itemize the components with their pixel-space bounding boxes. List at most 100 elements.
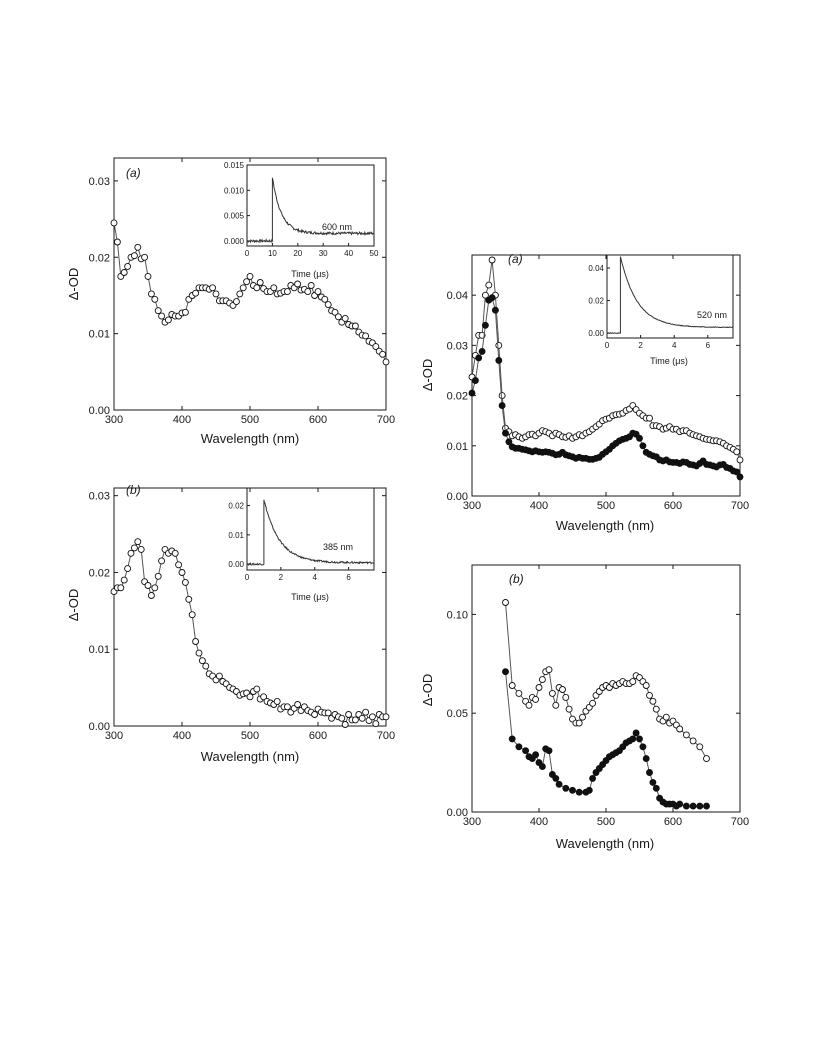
inset-x-tick-label: 40 — [344, 249, 353, 258]
x-tick-label: 400 — [530, 816, 548, 828]
x-axis-label: Wavelength (nm) — [556, 518, 655, 533]
inset-x-label: Time (μs) — [650, 356, 688, 366]
data-point-open — [141, 253, 149, 261]
data-point-open — [181, 578, 189, 586]
y-tick-label: 0.01 — [89, 329, 110, 341]
x-tick-label: 500 — [597, 500, 615, 512]
data-point-open — [508, 682, 516, 689]
data-point-filled — [733, 468, 741, 476]
data-point-open — [158, 312, 166, 320]
inset-y-tick-label: 0.04 — [588, 264, 604, 273]
data-point-open — [334, 313, 342, 321]
inset-x-tick-label: 6 — [706, 341, 711, 350]
data-point-filled — [522, 747, 530, 755]
data-point-open — [515, 689, 523, 697]
data-point-open — [314, 288, 322, 296]
data-point-open — [273, 697, 281, 705]
data-point-filled — [689, 802, 697, 810]
data-point-open — [283, 288, 291, 296]
data-point-open — [311, 711, 319, 718]
data-point-open — [538, 676, 546, 684]
x-axis-label: Wavelength (nm) — [556, 836, 655, 851]
data-point-open — [552, 701, 560, 709]
data-point-filled — [646, 769, 653, 776]
data-point-open — [642, 682, 650, 689]
x-tick-label: 500 — [241, 414, 259, 426]
data-point-open — [324, 301, 332, 309]
data-point-filled — [636, 735, 643, 743]
data-point-open — [260, 693, 268, 701]
inset-x-tick-label: 4 — [672, 341, 677, 350]
data-point-filled — [481, 321, 489, 329]
data-point-filled — [491, 306, 499, 314]
data-point-filled — [703, 802, 710, 810]
y-tick-label: 0.00 — [89, 721, 110, 733]
data-point-filled — [696, 802, 704, 810]
data-point-filled — [468, 389, 476, 397]
data-point-open — [158, 557, 166, 565]
inset-frame — [606, 254, 734, 339]
data-point-open — [338, 714, 346, 722]
x-axis-label: Wavelength (nm) — [201, 749, 300, 764]
data-point-open — [144, 582, 152, 589]
spectrum-plot: 300 400 500 600 700 0.00 0.01 0.02 0.03 — [89, 487, 395, 742]
data-point-filled — [652, 784, 660, 792]
kinetic-trace-inset: Time (μs) 600 nm 0 10 20 30 40 50 0.000 0.005 0.… — [224, 161, 379, 279]
data-point-open — [154, 572, 162, 580]
data-point-open — [646, 414, 653, 422]
data-point-open — [130, 252, 138, 260]
data-point-filled — [649, 778, 657, 786]
spectrum-plot: 300 400 500 600 700 0.00 0.05 0.10 — [447, 564, 749, 828]
data-point-filled — [545, 747, 553, 755]
y-tick-label: 0.03 — [447, 340, 468, 352]
data-point-open — [372, 720, 380, 728]
data-point-open — [689, 737, 697, 745]
plot-frame — [471, 254, 741, 497]
spectrum-panel-left-b: (b) Δ-OD Wavelength (nm) 300 400 500 600 700… — [66, 483, 395, 764]
data-point-open — [212, 290, 220, 298]
data-point-open — [164, 316, 172, 324]
series-line — [113, 222, 387, 363]
y-axis-label: Δ-OD — [66, 268, 81, 301]
data-point-open — [341, 721, 349, 728]
data-point-open — [270, 284, 278, 292]
data-point-open — [120, 269, 128, 276]
inset-x-tick-label: 0 — [245, 573, 250, 582]
data-point-open — [137, 545, 145, 553]
data-point-open — [294, 701, 302, 708]
data-point-open — [147, 290, 155, 298]
data-point-open — [696, 743, 704, 751]
data-point-open — [236, 290, 244, 298]
data-point-open — [147, 592, 155, 599]
data-point-open — [565, 705, 573, 713]
data-point-open — [498, 392, 506, 400]
panel-label: (b) — [509, 572, 524, 586]
y-tick-label: 0.01 — [447, 441, 468, 453]
data-point-filled — [575, 788, 583, 796]
data-point-open — [562, 693, 570, 701]
x-tick-label: 700 — [377, 414, 395, 426]
data-point-open — [134, 538, 142, 546]
inset-x-tick-label: 0 — [245, 249, 250, 258]
data-point-open — [304, 288, 312, 296]
y-tick-label: 0.05 — [447, 708, 468, 720]
y-tick-label: 0.03 — [89, 176, 110, 188]
spectrum-panel-right-b: (b) Δ-OD Wavelength (nm) 300 400 500 600 700… — [420, 564, 749, 851]
data-point-open — [372, 343, 380, 351]
x-tick-label: 400 — [173, 414, 191, 426]
panel-label: (a) — [508, 252, 523, 266]
inset-frame — [246, 164, 375, 247]
data-point-open — [548, 689, 556, 697]
plot-frame — [113, 157, 387, 411]
data-point-open — [589, 699, 597, 707]
spectrum-panel-right-a: (a) Δ-OD Wavelength (nm) 300 400 500 600 700… — [420, 252, 749, 533]
data-point-open — [545, 666, 553, 674]
x-tick-label: 300 — [463, 500, 481, 512]
data-point-open — [307, 282, 315, 289]
inset-decay-trace — [246, 499, 375, 567]
inset-x-tick-label: 0 — [605, 341, 610, 350]
data-point-open — [324, 709, 332, 717]
y-tick-label: 0.03 — [89, 491, 110, 503]
y-tick-label: 0.02 — [447, 391, 468, 403]
x-tick-label: 500 — [241, 730, 259, 742]
